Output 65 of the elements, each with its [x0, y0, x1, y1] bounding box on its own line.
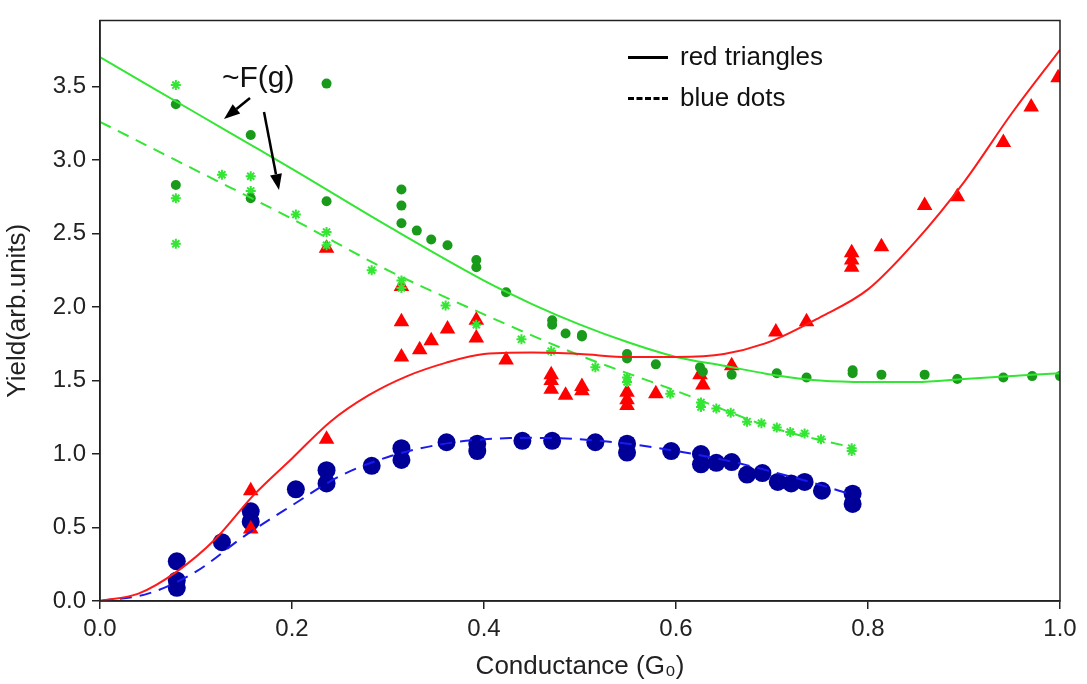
point	[710, 402, 723, 415]
point	[722, 453, 741, 472]
point	[169, 192, 182, 205]
point	[650, 359, 661, 370]
point	[916, 196, 933, 211]
point	[396, 184, 407, 195]
point	[726, 369, 737, 380]
point	[321, 78, 332, 89]
point	[289, 208, 302, 221]
point	[543, 431, 562, 450]
point	[768, 323, 784, 337]
y-tick-label: 1.0	[52, 438, 86, 466]
y-tick-label: 3.5	[52, 71, 86, 99]
point	[919, 369, 930, 380]
y-tick-label: 2.5	[52, 218, 86, 246]
y-tick-label: 0.0	[52, 585, 86, 613]
point	[515, 333, 528, 346]
point	[470, 318, 483, 331]
x-tick-label: 0.2	[275, 614, 309, 642]
y-tick-label: 1.5	[52, 365, 86, 393]
x-tick-label: 0.4	[467, 614, 501, 642]
point	[798, 427, 811, 440]
y-axis-title: Yield(arb.units)	[0, 223, 31, 398]
point	[245, 130, 256, 141]
point	[396, 200, 407, 211]
x-tick-label: 1.0	[1043, 614, 1077, 642]
x-axis-title: Conductance (G₀)	[475, 649, 685, 680]
point	[471, 262, 482, 273]
point	[589, 361, 602, 374]
point	[439, 320, 456, 334]
point	[411, 225, 422, 236]
annotation: ~F(g)	[222, 60, 295, 93]
point	[741, 415, 754, 428]
point	[876, 369, 887, 380]
annotation: red triangles	[680, 41, 824, 71]
point	[770, 421, 783, 434]
point	[396, 218, 407, 229]
point	[395, 274, 408, 287]
x-tick-label: 0.0	[83, 614, 117, 642]
y-tick-label: 2.0	[52, 291, 86, 319]
point	[1023, 98, 1039, 112]
point	[560, 328, 571, 339]
point	[697, 366, 708, 377]
point	[365, 264, 378, 277]
y-tick-label: 0.5	[52, 512, 86, 540]
point	[738, 465, 757, 484]
point	[169, 237, 182, 250]
point	[286, 480, 305, 499]
x-tick-label: 0.8	[851, 614, 885, 642]
point	[442, 240, 453, 251]
point	[586, 433, 605, 452]
x-tick-label: 0.6	[659, 614, 693, 642]
point	[755, 417, 768, 430]
point	[426, 234, 437, 245]
point	[393, 348, 410, 362]
point	[439, 299, 452, 312]
point	[321, 196, 332, 207]
point	[244, 170, 257, 183]
point	[662, 442, 681, 461]
y-tick-label: 3.0	[52, 144, 86, 172]
point	[170, 180, 181, 191]
annotation: blue dots	[680, 82, 786, 112]
point	[167, 552, 186, 571]
point	[215, 168, 228, 181]
point	[724, 406, 737, 419]
